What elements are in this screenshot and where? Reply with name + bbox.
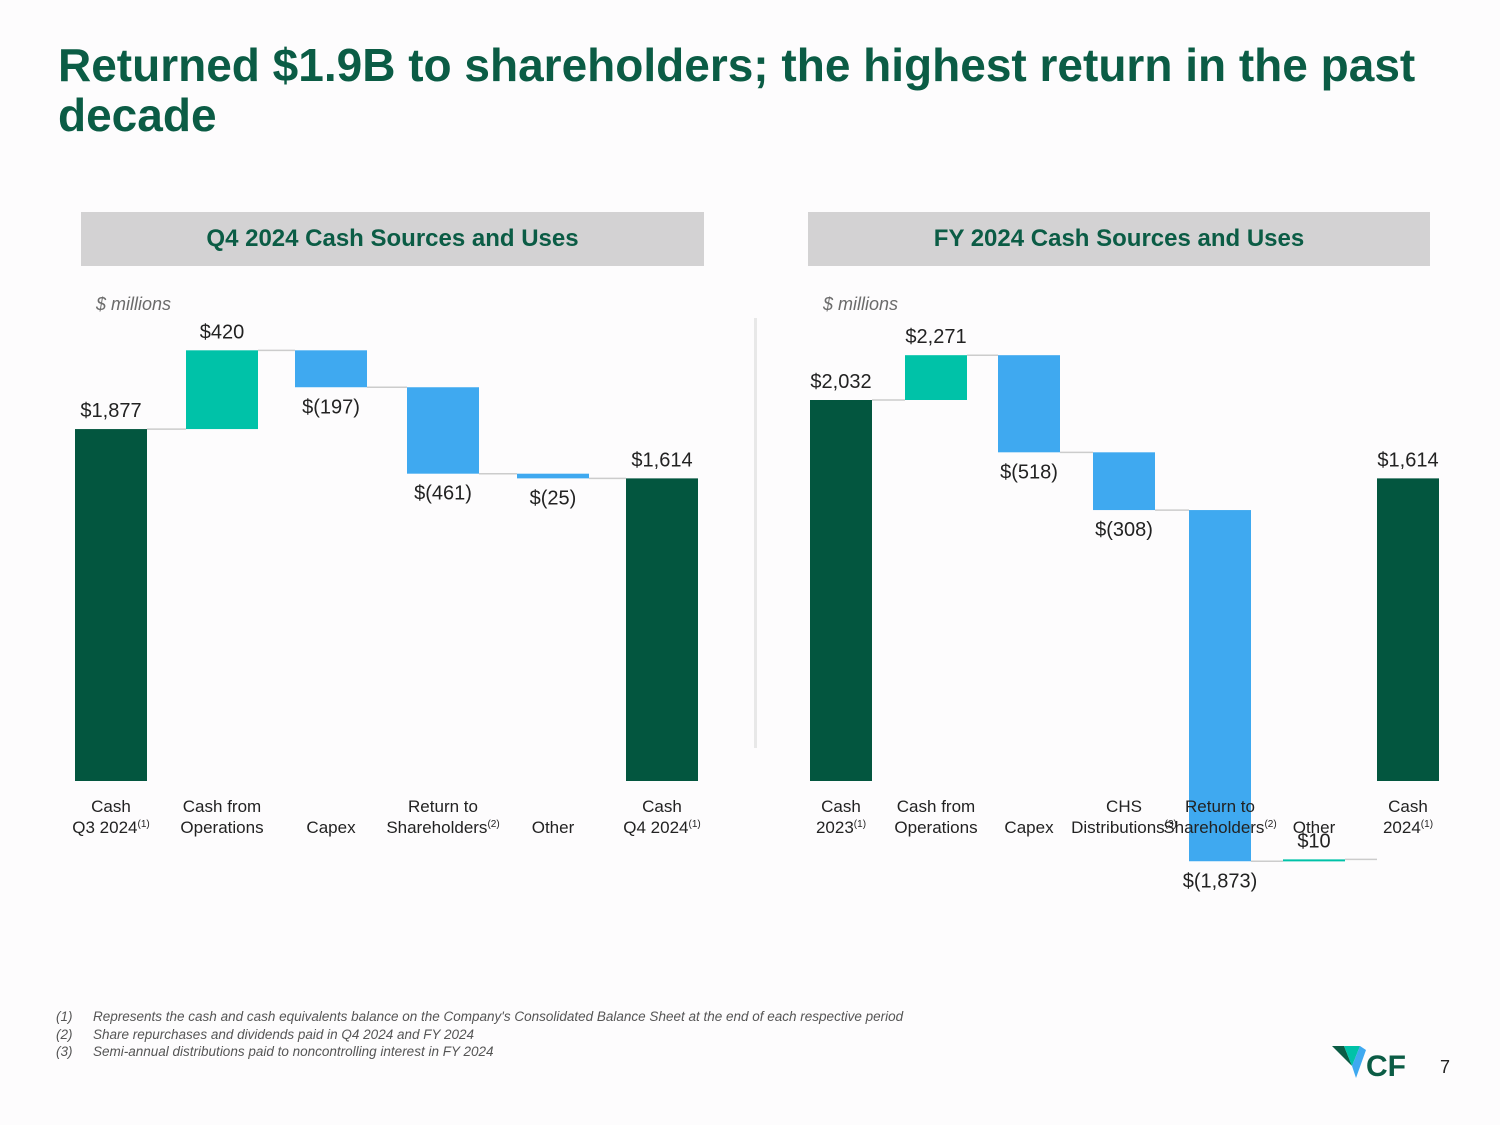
q4-value-label-other: $(25)	[530, 487, 577, 509]
q4-bar-cash-q3-2024	[75, 429, 147, 781]
fy-category-label-cash-2023-line2: 2023(1)	[816, 818, 866, 837]
fy-value-label-other: $10	[1297, 830, 1330, 852]
q4-category-label-return-to-shareholders-line1: Return to	[408, 797, 478, 816]
fy-category-label-other-line1: Other	[1293, 818, 1336, 837]
fy-category-label-chs-distributions-line1: CHS	[1106, 797, 1142, 816]
fy-category-label-cash-2024-line2: 2024(1)	[1383, 818, 1433, 837]
svg-text:CF: CF	[1366, 1050, 1406, 1082]
q4-value-label-cash-q3-2024: $1,877	[80, 400, 141, 422]
fy-category-label-cash-2024-line1: Cash	[1388, 797, 1428, 816]
fy-bar-return-to-shareholders	[1189, 510, 1251, 862]
fy-panel-header: FY 2024 Cash Sources and Uses	[808, 212, 1430, 266]
q4-category-label-cash-q4-2024-line2: Q4 2024(1)	[623, 818, 700, 837]
page-title: Returned $1.9B to shareholders; the high…	[58, 39, 1416, 141]
q4-category-label-cash-q3-2024-line1: Cash	[91, 797, 131, 816]
fy-unit-label: $ millions	[823, 294, 899, 314]
q4-bar-cash-from-operations	[186, 350, 258, 430]
fy-bar-cash-2024	[1377, 478, 1439, 781]
q4-category-label-return-to-shareholders-line2: Shareholders(2)	[386, 818, 499, 837]
cf-logo: CF	[1332, 1046, 1406, 1082]
page-number: 7	[1440, 1057, 1451, 1077]
footnote-3: (3) Semi-annual distributions paid to non…	[56, 1044, 494, 1059]
fy-category-label-cash-2023-line1: Cash	[821, 797, 861, 816]
fy-bar-other	[1283, 859, 1345, 862]
fy-category-label-cash-from-operations-line2: Operations	[894, 818, 977, 837]
fy-value-label-chs-distributions: $(308)	[1095, 519, 1153, 541]
q4-waterfall-chart: $1,877 Cash Q3 2024(1) $420 Cash from Operati…	[72, 321, 700, 837]
fy-value-label-cash-2023: $2,032	[810, 371, 871, 393]
fy-category-label-capex-line1: Capex	[1004, 818, 1054, 837]
q4-value-label-return-to-shareholders: $(461)	[414, 483, 472, 505]
fy-waterfall-chart: $2,032 Cash 2023(1) $2,271 Cash from Operatio…	[810, 326, 1439, 892]
q4-category-label-cash-q3-2024-line2: Q3 2024(1)	[72, 818, 149, 837]
q4-bar-return-to-shareholders	[407, 387, 479, 474]
q4-bar-other	[517, 473, 589, 479]
fy-category-label-return-to-shareholders-line1: Return to	[1185, 797, 1255, 816]
q4-category-label-cash-from-operations-line2: Operations	[180, 818, 263, 837]
q4-value-label-cash-q4-2024: $1,614	[631, 449, 692, 471]
q4-unit-label: $ millions	[96, 294, 172, 314]
q4-value-label-capex: $(197)	[302, 396, 360, 418]
fy-category-label-chs-distributions-line2: Distributions(3)	[1071, 818, 1177, 837]
q4-category-label-capex-line1: Capex	[306, 818, 356, 837]
q4-category-label-other-line1: Other	[532, 818, 575, 837]
q4-category-label-cash-q4-2024-line1: Cash	[642, 797, 682, 816]
fy-bar-chs-distributions	[1093, 452, 1155, 511]
fy-bar-cash-from-operations	[905, 355, 967, 400]
q4-value-label-cash-from-operations: $420	[200, 321, 245, 343]
fy-value-label-cash-from-operations: $2,271	[905, 326, 966, 348]
q4-panel-header: Q4 2024 Cash Sources and Uses	[81, 212, 704, 266]
q4-bar-cash-q4-2024	[626, 478, 698, 781]
fy-value-label-cash-2024: $1,614	[1377, 449, 1438, 471]
fy-value-label-capex: $(518)	[1000, 461, 1058, 483]
fy-bar-cash-2023	[810, 400, 872, 781]
fy-category-label-return-to-shareholders-line2: Shareholders(2)	[1163, 818, 1276, 837]
fy-bar-capex	[998, 355, 1060, 453]
q4-bar-capex	[295, 350, 367, 388]
footnote-1: (1) Represents the cash and cash equivale…	[56, 1009, 904, 1024]
footnote-2: (2) Share repurchases and dividends paid …	[56, 1026, 475, 1042]
panel-divider	[754, 318, 757, 748]
footnotes: (1) Represents the cash and cash equivale…	[56, 1008, 903, 1061]
q4-category-label-cash-from-operations-line1: Cash from	[183, 797, 261, 816]
fy-category-label-cash-from-operations-line1: Cash from	[897, 797, 975, 816]
fy-value-label-return-to-shareholders: $(1,873)	[1183, 870, 1258, 892]
